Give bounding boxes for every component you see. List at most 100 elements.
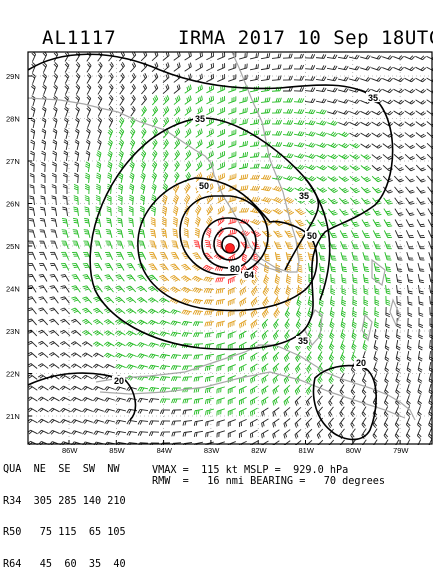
wind-barb: [141, 161, 146, 171]
wind-barb: [349, 122, 359, 126]
wind-barb: [87, 62, 91, 72]
wind-barb: [160, 410, 170, 414]
wind-barb: [363, 274, 368, 283]
wind-barb: [384, 429, 388, 439]
wind-barb: [97, 140, 101, 150]
wind-barb: [38, 341, 48, 346]
wind-barb: [239, 53, 247, 59]
wind-barb: [353, 274, 358, 283]
wind-barb: [396, 252, 403, 260]
wind-barb: [328, 187, 338, 192]
wind-barb: [163, 73, 169, 82]
wind-barb: [141, 128, 146, 138]
wind-barb: [319, 252, 325, 260]
wind-barb: [204, 300, 214, 304]
wind-barb: [104, 331, 114, 336]
lon-label: 83W: [204, 446, 220, 455]
wind-barb: [52, 151, 56, 161]
wind-barb: [130, 139, 135, 149]
wind-barb: [206, 107, 213, 115]
wind-barb: [328, 165, 338, 170]
wind-barb: [60, 297, 69, 303]
wind-barb: [395, 198, 404, 204]
wind-barb: [217, 240, 221, 249]
wind-barb: [41, 151, 45, 161]
wind-barb: [174, 106, 180, 115]
wind-barb: [38, 308, 47, 314]
wind-barb: [174, 150, 179, 160]
wind-barb: [41, 162, 45, 172]
wind-barb: [361, 176, 371, 181]
wind-barb: [263, 286, 269, 296]
wind-barb: [27, 408, 37, 412]
wind-barb: [183, 399, 192, 404]
wind-barb: [372, 133, 382, 137]
wind-barb: [341, 263, 347, 272]
wind-barb: [129, 206, 133, 216]
wind-barb: [373, 209, 382, 216]
wind-barb: [407, 274, 413, 283]
wind-barb: [383, 122, 393, 126]
contour-20-east: [313, 366, 376, 440]
wind-barb: [196, 52, 203, 60]
wind-barb: [262, 231, 271, 237]
wind-barb: [341, 252, 347, 260]
wind-barb: [206, 74, 213, 82]
wind-barb: [60, 341, 70, 346]
wind-barb: [94, 420, 104, 424]
wind-barb: [205, 311, 214, 315]
wind-barb: [327, 88, 337, 92]
wind-barb: [131, 84, 136, 94]
wind-barb: [261, 97, 270, 102]
wind-barb: [60, 308, 69, 314]
wind-barb: [163, 62, 169, 71]
wind-barb: [126, 297, 136, 302]
wind-barb: [127, 264, 135, 271]
wind-barb: [185, 85, 192, 94]
wind-barb: [109, 106, 113, 116]
rmw-bearing-text: RMW = 16 nmi BEARING = 70 degrees: [152, 476, 385, 487]
wind-barb: [130, 62, 135, 72]
wind-barb: [327, 143, 337, 148]
lon-label: 82W: [251, 446, 267, 455]
wind-barb: [395, 209, 403, 216]
wind-barb: [82, 319, 92, 324]
wind-barb: [338, 88, 348, 92]
wind-barb: [297, 296, 302, 306]
wind-barb: [275, 252, 281, 261]
wind-barb: [385, 252, 392, 260]
wind-barb: [261, 164, 271, 168]
wind-barb: [264, 274, 269, 284]
wind-barb: [283, 131, 293, 135]
wind-barb: [117, 230, 123, 238]
wind-barb: [216, 278, 225, 283]
wind-barb: [285, 319, 290, 329]
wind-barb: [294, 54, 303, 58]
wind-barb: [195, 205, 201, 215]
contour-35-kt: [28, 54, 393, 349]
wind-barb: [160, 365, 170, 369]
wind-barb: [262, 319, 268, 329]
wind-barb: [305, 165, 315, 170]
wind-barb: [406, 209, 414, 216]
wind-barb: [228, 409, 235, 416]
wind-barb: [82, 342, 92, 347]
wind-barb: [295, 429, 301, 438]
wind-barb: [171, 355, 181, 359]
wind-barb: [419, 318, 423, 328]
wind-barb: [328, 198, 338, 204]
wind-barb: [306, 429, 312, 438]
wind-barb: [49, 341, 59, 346]
wind-barb: [272, 197, 282, 202]
wind-barb: [327, 110, 337, 114]
wind-barb: [149, 432, 159, 436]
wind-barb: [406, 417, 410, 427]
wind-barb: [140, 184, 144, 194]
wind-barb: [406, 187, 415, 193]
wind-barb: [327, 132, 337, 137]
lat-label: 22N: [6, 370, 20, 379]
wind-barb: [396, 241, 403, 248]
wind-barb: [182, 310, 192, 315]
wind-barb: [217, 398, 225, 405]
wind-barb: [353, 285, 357, 294]
